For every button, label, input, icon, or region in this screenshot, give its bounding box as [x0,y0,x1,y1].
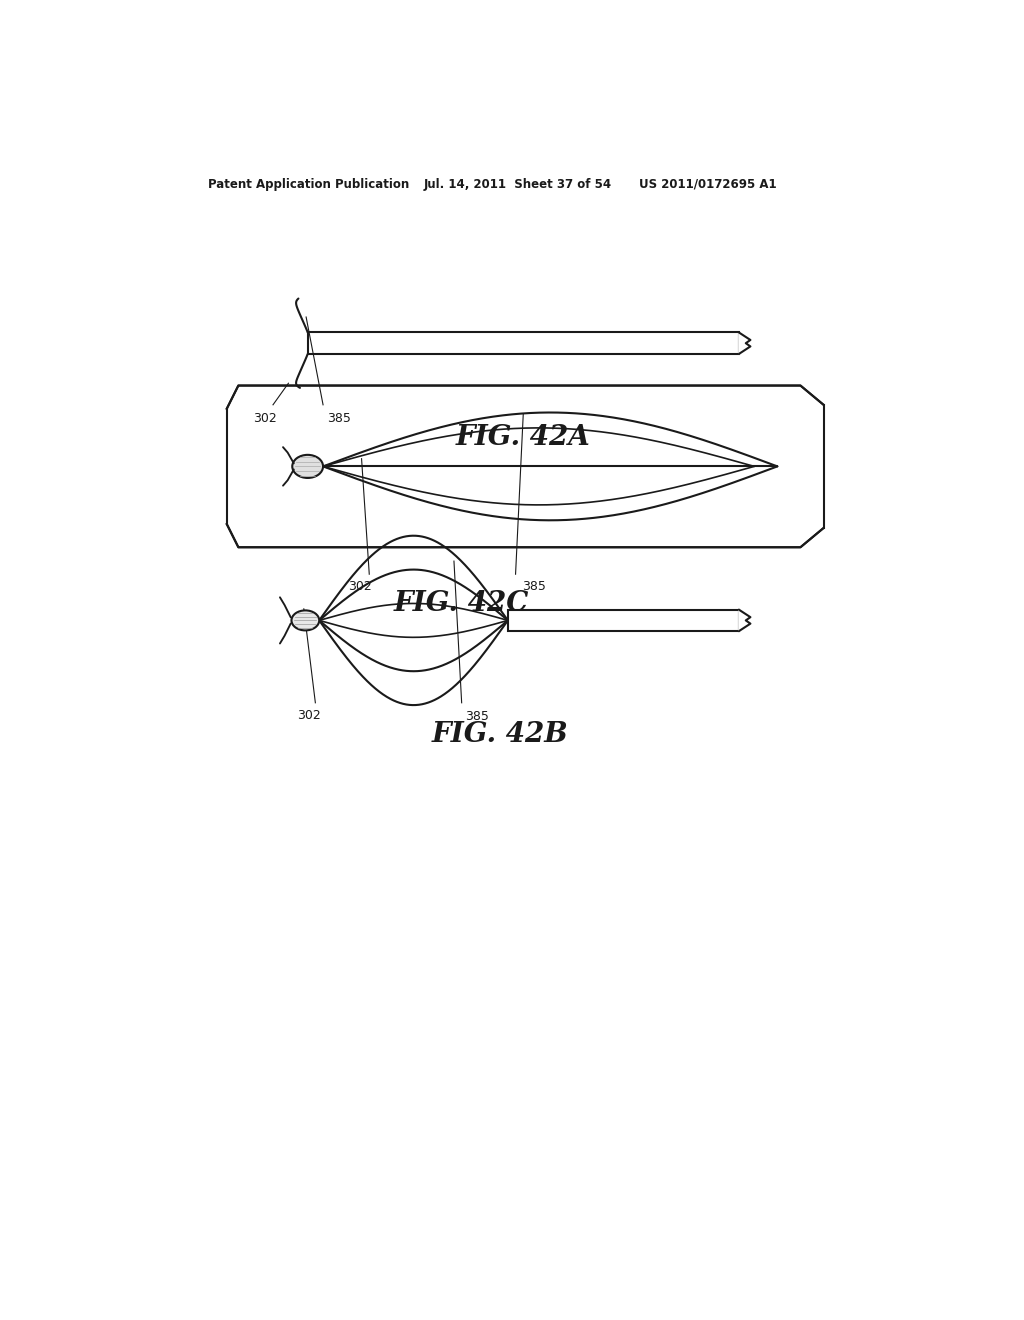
Ellipse shape [292,610,319,631]
Polygon shape [739,610,751,631]
Bar [508,610,739,631]
Text: 385: 385 [466,710,489,723]
Text: FIG. 42B: FIG. 42B [432,721,568,747]
Text: Patent Application Publication: Patent Application Publication [208,178,409,190]
Text: 302: 302 [348,579,372,593]
Text: FIG. 42A: FIG. 42A [456,424,591,451]
Text: 385: 385 [521,579,546,593]
Polygon shape [739,333,751,354]
Bar [307,333,739,354]
Ellipse shape [292,455,323,478]
Text: 302: 302 [297,709,322,722]
Text: US 2011/0172695 A1: US 2011/0172695 A1 [639,178,776,190]
Text: 302: 302 [253,412,278,425]
Text: 385: 385 [327,412,351,425]
Polygon shape [226,385,823,548]
Text: Jul. 14, 2011  Sheet 37 of 54: Jul. 14, 2011 Sheet 37 of 54 [423,178,611,190]
Text: FIG. 42C: FIG. 42C [394,590,529,616]
